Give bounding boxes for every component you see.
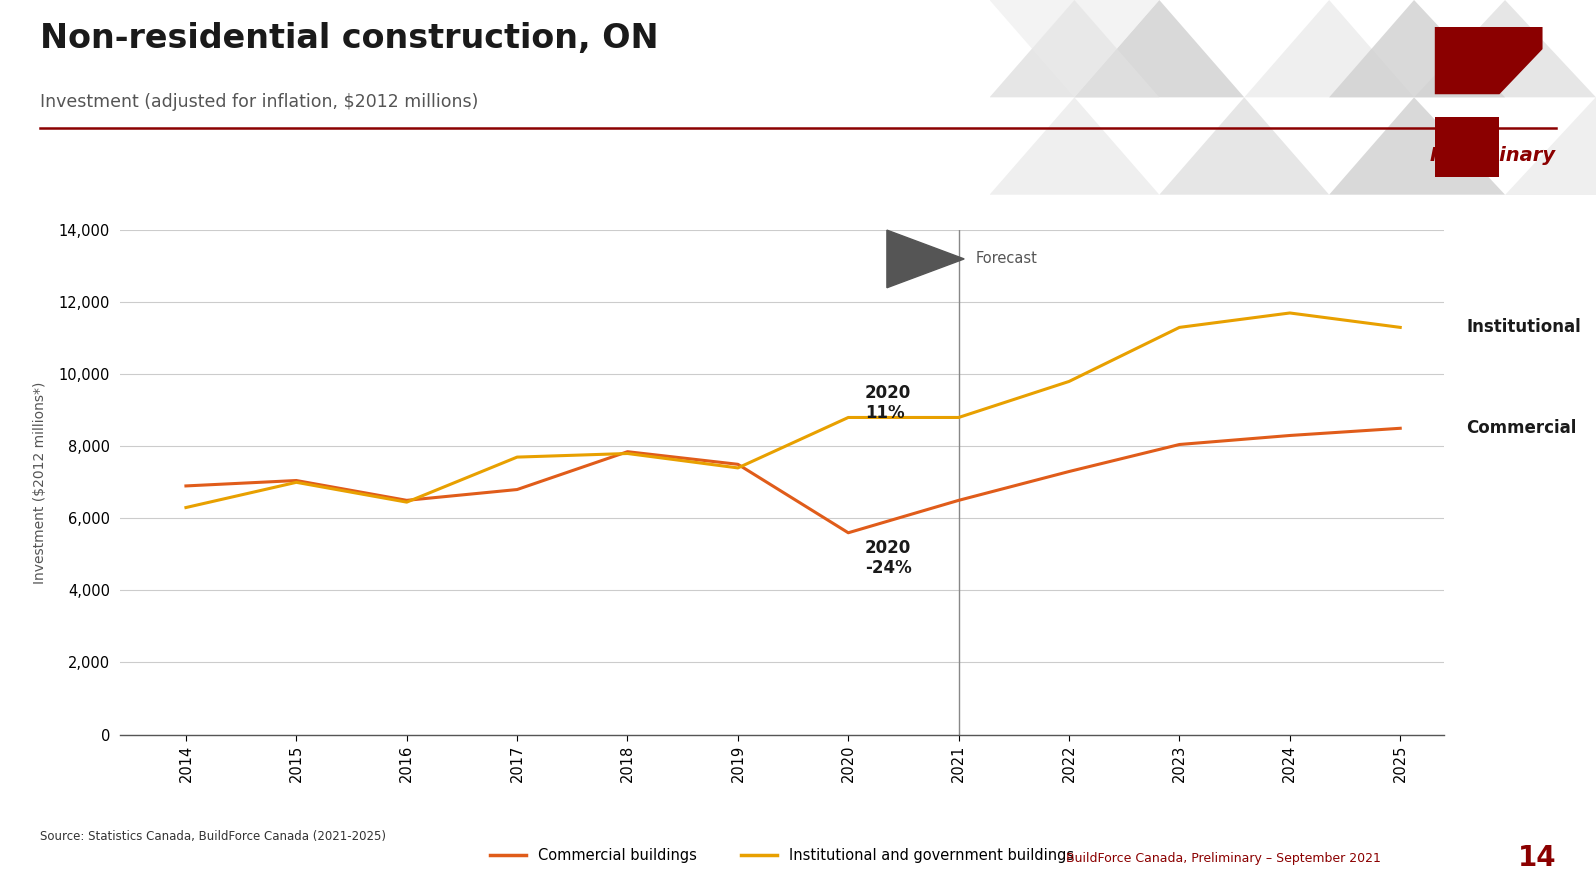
Text: BuildForce Canada, Preliminary – September 2021: BuildForce Canada, Preliminary – Septemb…	[1066, 852, 1381, 865]
Polygon shape	[887, 230, 964, 288]
Polygon shape	[1435, 27, 1542, 94]
Text: 2020
-24%: 2020 -24%	[865, 539, 911, 577]
Y-axis label: Investment ($2012 millions*): Investment ($2012 millions*)	[34, 381, 48, 583]
Text: 2020
11%: 2020 11%	[865, 384, 911, 422]
Text: Non-residential construction, ON: Non-residential construction, ON	[40, 22, 659, 55]
Text: Forecast: Forecast	[975, 251, 1037, 266]
Text: 14: 14	[1518, 844, 1556, 873]
Polygon shape	[1329, 0, 1505, 97]
Polygon shape	[990, 0, 1159, 97]
Polygon shape	[990, 0, 1159, 97]
Polygon shape	[1329, 97, 1505, 195]
Polygon shape	[1435, 117, 1500, 177]
Text: Commercial: Commercial	[1467, 419, 1577, 437]
Text: Source: Statistics Canada, BuildForce Canada (2021-2025): Source: Statistics Canada, BuildForce Ca…	[40, 830, 386, 843]
Polygon shape	[1505, 97, 1596, 195]
Text: Institutional: Institutional	[1467, 319, 1582, 336]
Polygon shape	[1245, 0, 1414, 97]
Polygon shape	[1414, 0, 1596, 97]
Legend: Commercial buildings, Institutional and government buildings: Commercial buildings, Institutional and …	[484, 842, 1080, 868]
Polygon shape	[1074, 0, 1245, 97]
Polygon shape	[1159, 97, 1329, 195]
Polygon shape	[990, 97, 1159, 195]
Text: Preliminary: Preliminary	[1430, 146, 1556, 165]
Text: Investment (adjusted for inflation, $2012 millions): Investment (adjusted for inflation, $201…	[40, 93, 479, 111]
